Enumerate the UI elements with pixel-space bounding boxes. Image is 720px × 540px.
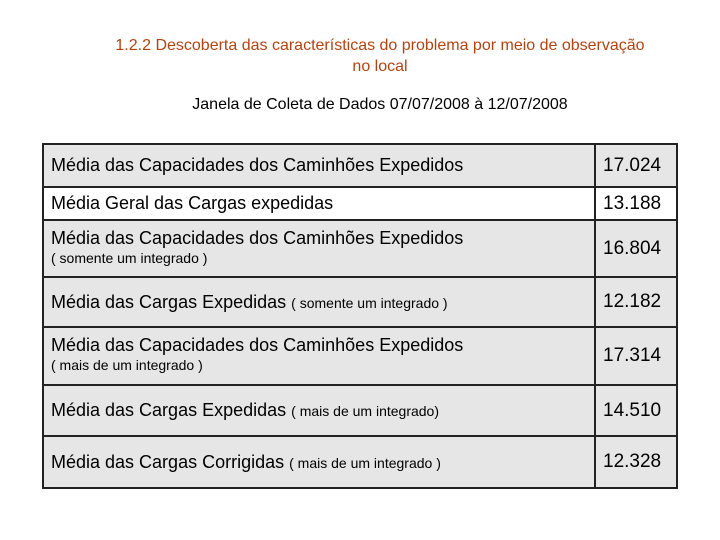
page-title-line-1: 1.2.2 Descoberta das características do … (115, 37, 645, 54)
row-value: 13.188 (594, 186, 678, 221)
table-row: Média das Capacidades dos Caminhões Expe… (42, 143, 678, 188)
row-value: 12.182 (594, 276, 678, 328)
row-value: 17.024 (594, 143, 678, 188)
row-value: 14.510 (594, 384, 678, 437)
row-value: 12.328 (594, 435, 678, 489)
row-note: ( mais de um integrado ) (51, 357, 203, 373)
row-note: ( mais de um integrado) (291, 403, 439, 419)
row-label: Média das Cargas Corrigidas ( mais de um… (42, 435, 596, 489)
row-label: Média das Cargas Expedidas ( mais de um … (42, 384, 596, 437)
row-note: ( somente um integrado ) (291, 294, 448, 311)
row-label: Média das Capacidades dos Caminhões Expe… (42, 326, 596, 386)
row-label: Média das Capacidades dos Caminhões Expe… (42, 143, 596, 188)
row-value: 16.804 (594, 219, 678, 278)
table-row: Média das Capacidades dos Caminhões Expe… (42, 219, 678, 278)
row-label: Média das Cargas Expedidas ( somente um … (42, 276, 596, 328)
data-collection-window: Janela de Coleta de Dados 07/07/2008 à 1… (192, 96, 568, 113)
table-row: Média das Capacidades dos Caminhões Expe… (42, 326, 678, 386)
row-note: ( mais de um integrado ) (289, 454, 441, 471)
table-row: Média das Cargas Corrigidas ( mais de um… (42, 435, 678, 489)
row-note: ( somente um integrado ) (51, 250, 208, 266)
row-label: Média das Capacidades dos Caminhões Expe… (42, 219, 596, 278)
page-title-line-2: no local (352, 58, 408, 75)
statistics-table: Média das Capacidades dos Caminhões Expe… (42, 143, 678, 489)
page-title: 1.2.2 Descoberta das características do … (60, 35, 700, 77)
row-label: Média Geral das Cargas expedidas (42, 186, 596, 221)
table-row: Média Geral das Cargas expedidas 13.188 (42, 186, 678, 221)
row-value: 17.314 (594, 326, 678, 386)
table-row: Média das Cargas Expedidas ( mais de um … (42, 384, 678, 437)
table-row: Média das Cargas Expedidas ( somente um … (42, 276, 678, 328)
